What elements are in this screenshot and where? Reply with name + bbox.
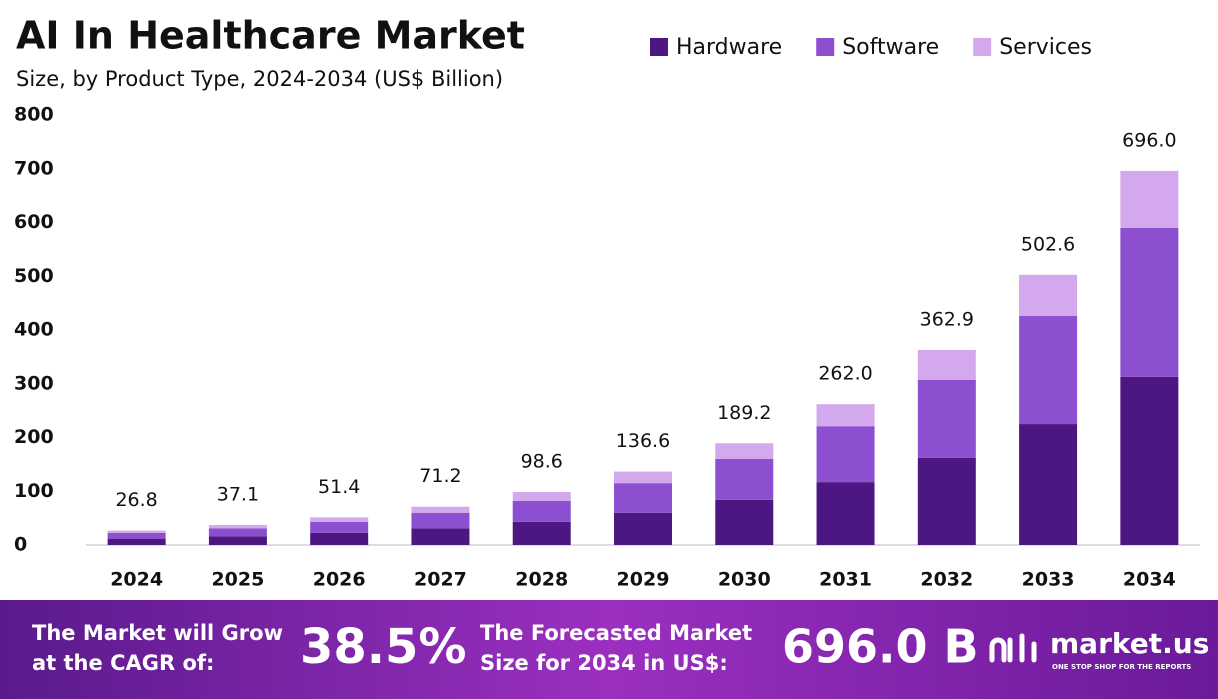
bar-segment	[208, 525, 267, 529]
y-tick-label: 500	[14, 265, 54, 287]
bar-segment	[816, 482, 875, 545]
bar-segment	[1019, 274, 1078, 317]
bar-segment	[107, 530, 166, 533]
bar-segment	[208, 528, 267, 537]
bar-segment	[107, 538, 166, 545]
bar-segment	[310, 532, 369, 545]
bar-segment	[614, 483, 672, 513]
bar-segment	[1120, 227, 1179, 377]
legend-label: Services	[999, 35, 1092, 60]
forecast-text: Size for 2034 in US$:	[480, 651, 728, 675]
bar-segment	[917, 349, 976, 380]
bar-segment	[1019, 424, 1078, 545]
bar-segment	[917, 379, 976, 458]
y-tick-label: 0	[14, 534, 27, 556]
x-tick-label: 2033	[1022, 569, 1075, 591]
x-tick-label: 2032	[920, 569, 973, 591]
x-tick-label: 2029	[617, 569, 670, 591]
legend-swatch	[816, 38, 835, 56]
cagr-text: at the CAGR of:	[32, 651, 214, 675]
footer-band	[0, 600, 1218, 699]
bar-segment	[1120, 170, 1179, 228]
x-tick-label: 2030	[718, 569, 771, 591]
bar-segment	[1019, 316, 1078, 425]
bar-segment	[614, 512, 672, 545]
legend-label: Software	[842, 35, 939, 60]
total-label: 362.9	[920, 308, 974, 330]
bar-segment	[715, 443, 774, 459]
bar-segment	[816, 404, 875, 427]
total-label: 696.0	[1122, 129, 1176, 151]
bar-segment	[208, 536, 267, 545]
forecast-value: 696.0 B	[782, 620, 979, 674]
y-tick-label: 600	[14, 211, 54, 233]
bar-segment	[1120, 376, 1179, 545]
x-tick-label: 2024	[110, 569, 163, 591]
bar-segment	[310, 517, 369, 522]
total-label: 98.6	[521, 451, 563, 473]
total-label: 136.6	[616, 430, 670, 452]
x-tick-label: 2025	[211, 569, 264, 591]
total-label: 262.0	[818, 363, 872, 385]
x-tick-label: 2026	[313, 569, 366, 591]
bar-segment	[512, 521, 571, 545]
chart-title: AI In Healthcare Market	[16, 14, 525, 58]
brand: market.us	[1050, 627, 1209, 660]
total-label: 37.1	[217, 484, 259, 506]
legend-swatch	[650, 38, 668, 56]
bar-segment	[715, 499, 774, 545]
cagr-value: 38.5%	[300, 619, 467, 675]
bar-segment	[917, 457, 976, 545]
total-label: 502.6	[1021, 233, 1075, 255]
total-label: 71.2	[419, 465, 461, 487]
y-tick-label: 800	[14, 104, 54, 126]
bar-segment	[512, 492, 571, 501]
bar-segment	[411, 506, 470, 513]
chart-subtitle: Size, by Product Type, 2024-2034 (US$ Bi…	[16, 67, 503, 91]
total-label: 189.2	[717, 402, 771, 424]
bar-segment	[411, 512, 470, 529]
legend-swatch	[973, 38, 992, 56]
y-tick-label: 300	[14, 372, 54, 394]
y-tick-label: 700	[14, 157, 54, 179]
bar-segment	[107, 532, 166, 539]
total-label: 26.8	[115, 489, 157, 511]
bar-segment	[310, 521, 369, 533]
bar-segment	[816, 426, 875, 483]
x-tick-label: 2027	[414, 569, 467, 591]
forecast-text: The Forecasted Market	[480, 621, 752, 645]
bar-segment	[715, 459, 774, 500]
bar-segment	[411, 528, 470, 545]
legend-label: Hardware	[676, 35, 782, 60]
brand-logo	[989, 633, 1037, 663]
y-tick-label: 400	[14, 319, 54, 341]
x-tick-label: 2034	[1123, 569, 1176, 591]
bar-segment	[512, 500, 571, 522]
x-tick-label: 2031	[819, 569, 872, 591]
x-tick-label: 2028	[515, 569, 568, 591]
cagr-text: The Market will Grow	[32, 621, 283, 645]
y-tick-label: 100	[14, 480, 54, 502]
bar-segment	[614, 471, 672, 484]
tagline: ONE STOP SHOP FOR THE REPORTS	[1052, 663, 1191, 671]
total-label: 51.4	[318, 476, 360, 498]
y-tick-label: 200	[14, 426, 54, 448]
